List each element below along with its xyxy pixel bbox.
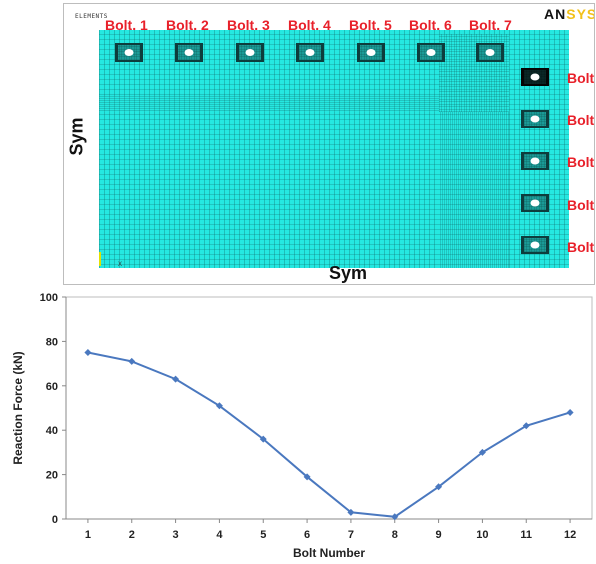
ansys-logo-part2: SYS: [566, 6, 595, 22]
bolt-label-2: Bolt. 2: [166, 17, 209, 33]
bolt-side-label-12: Bolt.: [567, 239, 595, 255]
triad-x-label: X: [118, 262, 122, 268]
side-bolt-holes: [521, 68, 549, 254]
data-point: [478, 448, 486, 456]
ansys-logo-part1: AN: [544, 6, 567, 22]
data-point: [128, 357, 136, 365]
data-point: [303, 473, 311, 481]
data-point: [84, 349, 92, 356]
x-tick-label: 10: [476, 529, 488, 541]
data-point: [215, 402, 223, 410]
top-bolt-holes: [115, 43, 504, 62]
bolt-hole-3: [236, 43, 264, 62]
fe-mesh-panel: X ELEMENTS ANSYS Bolt. 1 Bolt. 2 Bolt. 3…: [63, 3, 595, 285]
x-tick-label: 7: [348, 529, 354, 541]
sym-label-horizontal: Sym: [329, 263, 368, 283]
y-axis-title: Reaction Force (kN): [11, 351, 25, 464]
x-tick-group: 1 2 3 4 5 6 7 8 9 10 11 12: [85, 519, 576, 541]
x-tick-label: 3: [173, 529, 179, 541]
bolt-label-4: Bolt. 4: [288, 17, 331, 33]
x-axis-title: Bolt Number: [293, 546, 365, 560]
y-tick-group: 0 20 40 60 80 100: [40, 292, 66, 526]
mesh-refined-band-horizontal: [99, 96, 509, 112]
bolt-hole-2: [175, 43, 203, 62]
series-points: [84, 349, 574, 521]
data-point: [435, 483, 443, 491]
bolt-hole-12: [521, 236, 549, 254]
data-point: [391, 513, 399, 521]
x-tick-label: 12: [564, 529, 576, 541]
y-tick-label: 100: [40, 292, 58, 304]
x-tick-label: 8: [392, 529, 398, 541]
bolt-side-label-10: Bolt.: [567, 154, 595, 170]
x-tick-label: 1: [85, 529, 91, 541]
data-point: [172, 375, 180, 383]
bolt-hole-4: [296, 43, 324, 62]
data-point: [259, 435, 267, 443]
bolt-hole-10: [521, 152, 549, 170]
bolt-side-label-9: Bolt.: [567, 112, 595, 128]
y-tick-label: 60: [46, 381, 58, 393]
bolt-hole-7: [476, 43, 504, 62]
bolt-label-6: Bolt. 6: [409, 17, 452, 33]
mesh-refined-band-vertical: [439, 96, 509, 268]
y-tick-label: 80: [46, 336, 58, 348]
x-tick-label: 2: [129, 529, 135, 541]
bolt-label-7: Bolt. 7: [469, 17, 512, 33]
plot-area-frame: [65, 296, 593, 520]
x-tick-label: 5: [260, 529, 266, 541]
data-point: [347, 508, 355, 516]
x-tick-label: 6: [304, 529, 310, 541]
ansys-logo: ANSYS: [544, 6, 595, 22]
bolt-side-label-8: Bolt.: [567, 70, 595, 86]
sym-label-vertical: Sym: [66, 117, 87, 156]
fe-mesh-svg: X: [99, 30, 569, 268]
bolt-side-label-11: Bolt.: [567, 197, 595, 213]
bolt-hole-11: [521, 194, 549, 212]
bolt-hole-1: [115, 43, 143, 62]
bolt-hole-9: [521, 110, 549, 128]
data-point: [566, 408, 574, 416]
elements-title: ELEMENTS: [75, 13, 108, 20]
x-tick-label: 4: [216, 529, 223, 541]
y-tick-label: 0: [52, 514, 58, 526]
x-tick-label: 9: [436, 529, 442, 541]
x-tick-label: 11: [520, 529, 532, 541]
bolt-label-1: Bolt. 1: [105, 17, 148, 33]
bolt-label-5: Bolt. 5: [349, 17, 392, 33]
series-line: [87, 351, 571, 518]
bolt-hole-5: [357, 43, 385, 62]
bolt-hole-8: [521, 68, 549, 86]
data-point: [522, 422, 530, 430]
y-tick-label: 40: [46, 425, 58, 437]
bolt-hole-6: [417, 43, 445, 62]
y-tick-label: 20: [46, 470, 58, 482]
bolt-label-3: Bolt. 3: [227, 17, 270, 33]
